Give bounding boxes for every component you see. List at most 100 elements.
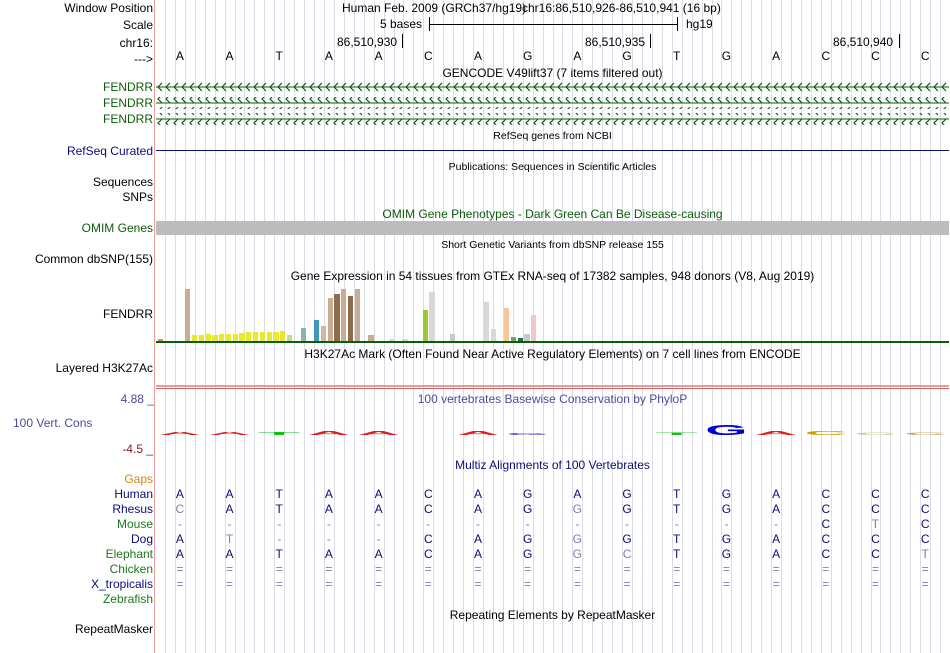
gtex-tissue-bar[interactable] bbox=[273, 331, 279, 342]
publications-label-snps[interactable]: SNPs bbox=[122, 190, 153, 204]
multiz-species-label[interactable]: X_tropicalis bbox=[90, 577, 153, 591]
multiz-species-label[interactable]: Zebrafish bbox=[102, 592, 153, 606]
gtex-tissue-bar[interactable] bbox=[320, 326, 327, 342]
gtex-tissue-bar[interactable] bbox=[483, 302, 489, 342]
gtex-tissue-bar[interactable] bbox=[368, 335, 374, 342]
multiz-base: T bbox=[225, 532, 234, 546]
gencode-item-label-2[interactable]: FENDRR bbox=[103, 96, 153, 110]
multiz-base: = bbox=[722, 577, 730, 591]
multiz-base: G bbox=[572, 532, 583, 546]
omim-feature[interactable] bbox=[156, 221, 949, 235]
gtex-tissue-bar[interactable] bbox=[212, 335, 218, 342]
gtex-tissue-bar[interactable] bbox=[334, 294, 340, 342]
gtex-tissue-bar[interactable] bbox=[504, 308, 510, 342]
phylop-label[interactable]: 100 Vert. Cons bbox=[13, 416, 93, 430]
multiz-species-label[interactable]: Elephant bbox=[105, 547, 153, 561]
gtex-tissue-bar[interactable] bbox=[388, 339, 394, 342]
gtex-track-title[interactable]: Gene Expression in 54 tissues from GTEx … bbox=[290, 269, 815, 283]
gtex-tissue-bar[interactable] bbox=[314, 319, 320, 342]
omim-track-title[interactable]: OMIM Gene Phenotypes - Dark Green Can Be… bbox=[382, 207, 723, 221]
gridline bbox=[443, 0, 445, 653]
multiz-species-label[interactable]: Rhesus bbox=[112, 502, 153, 516]
gtex-bar-chart[interactable] bbox=[158, 284, 538, 342]
multiz-species-label[interactable]: Mouse bbox=[116, 517, 153, 531]
gencode-transcript-3[interactable] bbox=[156, 113, 949, 125]
gtex-tissue-bar[interactable] bbox=[246, 332, 252, 342]
gridline bbox=[751, 0, 753, 653]
omim-label[interactable]: OMIM Genes bbox=[81, 221, 153, 235]
gencode-features[interactable] bbox=[156, 81, 949, 129]
multiz-base: - bbox=[575, 517, 580, 531]
gtex-tissue-bar[interactable] bbox=[219, 333, 225, 342]
gtex-tissue-bar[interactable] bbox=[198, 334, 204, 342]
gridline bbox=[900, 0, 902, 653]
multiz-species-label[interactable]: Human bbox=[114, 487, 153, 501]
gtex-tissue-bar[interactable] bbox=[253, 331, 259, 342]
multiz-base: C bbox=[423, 487, 433, 501]
gtex-tissue-bar[interactable] bbox=[280, 330, 286, 342]
gencode-transcript-2[interactable] bbox=[156, 97, 949, 109]
gtex-tissue-bar[interactable] bbox=[225, 334, 232, 342]
multiz-species-label[interactable]: Dog bbox=[130, 532, 153, 546]
gencode-track-title[interactable]: GENCODE V49lift37 (7 items filtered out) bbox=[442, 66, 663, 80]
gtex-tissue-bar[interactable] bbox=[158, 338, 164, 342]
multiz-base: = bbox=[871, 577, 879, 591]
gtex-tissue-bar[interactable] bbox=[341, 288, 347, 342]
gtex-tissue-bar[interactable] bbox=[449, 333, 456, 342]
gridline bbox=[661, 0, 663, 653]
gtex-tissue-bar[interactable] bbox=[510, 336, 517, 342]
h3k27ac-track-title[interactable]: H3K27Ac Mark (Often Found Near Active Re… bbox=[304, 347, 801, 361]
gtex-tissue-bar[interactable] bbox=[239, 333, 245, 342]
multiz-base: G bbox=[572, 547, 583, 561]
gtex-tissue-bar[interactable] bbox=[517, 337, 523, 342]
gridline bbox=[930, 0, 932, 653]
gtex-tissue-bar[interactable] bbox=[327, 298, 333, 342]
repeatmasker-track-title[interactable]: Repeating Elements by RepeatMasker bbox=[449, 608, 656, 622]
gtex-tissue-bar[interactable] bbox=[348, 296, 354, 342]
h3k27ac-label[interactable]: Layered H3K27Ac bbox=[55, 361, 153, 375]
gencode-transcript-1[interactable] bbox=[156, 81, 949, 93]
phylop-track-title[interactable]: 100 vertebrates Basewise Conservation by… bbox=[417, 392, 688, 406]
gtex-tissue-bar[interactable] bbox=[300, 328, 306, 342]
gtex-tissue-bar[interactable] bbox=[422, 309, 428, 342]
multiz-base: A bbox=[175, 487, 184, 501]
h3k27ac-signal[interactable] bbox=[156, 385, 949, 387]
gtex-tissue-bar[interactable] bbox=[286, 335, 293, 342]
gtex-tissue-bar[interactable] bbox=[205, 334, 211, 342]
gtex-tissue-bar[interactable] bbox=[232, 333, 238, 342]
gencode-item-label-3[interactable]: FENDRR bbox=[103, 112, 153, 126]
gridline bbox=[651, 0, 653, 653]
gtex-tissue-bar[interactable] bbox=[354, 288, 361, 342]
gtex-tissue-bar[interactable] bbox=[531, 315, 537, 342]
phylop-logo-letter: A bbox=[755, 431, 799, 437]
multiz-base: = bbox=[226, 562, 234, 576]
gtex-tissue-bar[interactable] bbox=[490, 328, 496, 342]
publications-label-sequences[interactable]: Sequences bbox=[92, 175, 153, 189]
multiz-base: = bbox=[325, 577, 333, 591]
gencode-item-label-1[interactable]: FENDRR bbox=[103, 80, 153, 94]
dna-base: T bbox=[673, 49, 681, 63]
dbsnp-track-title[interactable]: Short Genetic Variants from dbSNP releas… bbox=[441, 239, 664, 251]
multiz-base: = bbox=[375, 577, 383, 591]
multiz-base: C bbox=[871, 487, 880, 501]
refseq-label[interactable]: RefSeq Curated bbox=[66, 144, 153, 158]
gtex-tissue-bar[interactable] bbox=[259, 332, 266, 342]
refseq-track-title[interactable]: RefSeq genes from NCBI bbox=[493, 130, 612, 142]
refseq-feature[interactable] bbox=[156, 150, 949, 151]
gtex-tissue-bar[interactable] bbox=[402, 339, 408, 342]
gtex-tissue-bar[interactable] bbox=[191, 335, 198, 342]
multiz-species-label[interactable]: Chicken bbox=[109, 562, 153, 576]
gridline bbox=[274, 0, 276, 653]
gtex-tissue-bar[interactable] bbox=[429, 292, 435, 342]
dbsnp-label[interactable]: Common dbSNP(155) bbox=[34, 252, 153, 266]
multiz-track-title[interactable]: Multiz Alignments of 100 Vertebrates bbox=[455, 458, 650, 472]
multiz-base: = bbox=[474, 562, 482, 576]
gtex-tissue-bar[interactable] bbox=[266, 332, 272, 342]
gtex-tissue-bar[interactable] bbox=[524, 333, 530, 342]
gtex-label[interactable]: FENDRR bbox=[103, 307, 153, 321]
repeatmasker-label[interactable]: RepeatMasker bbox=[74, 622, 153, 636]
gtex-tissue-bar[interactable] bbox=[185, 288, 191, 342]
multiz-base: C bbox=[920, 487, 930, 501]
publications-track-title[interactable]: Publications: Sequences in Scientific Ar… bbox=[448, 161, 657, 173]
